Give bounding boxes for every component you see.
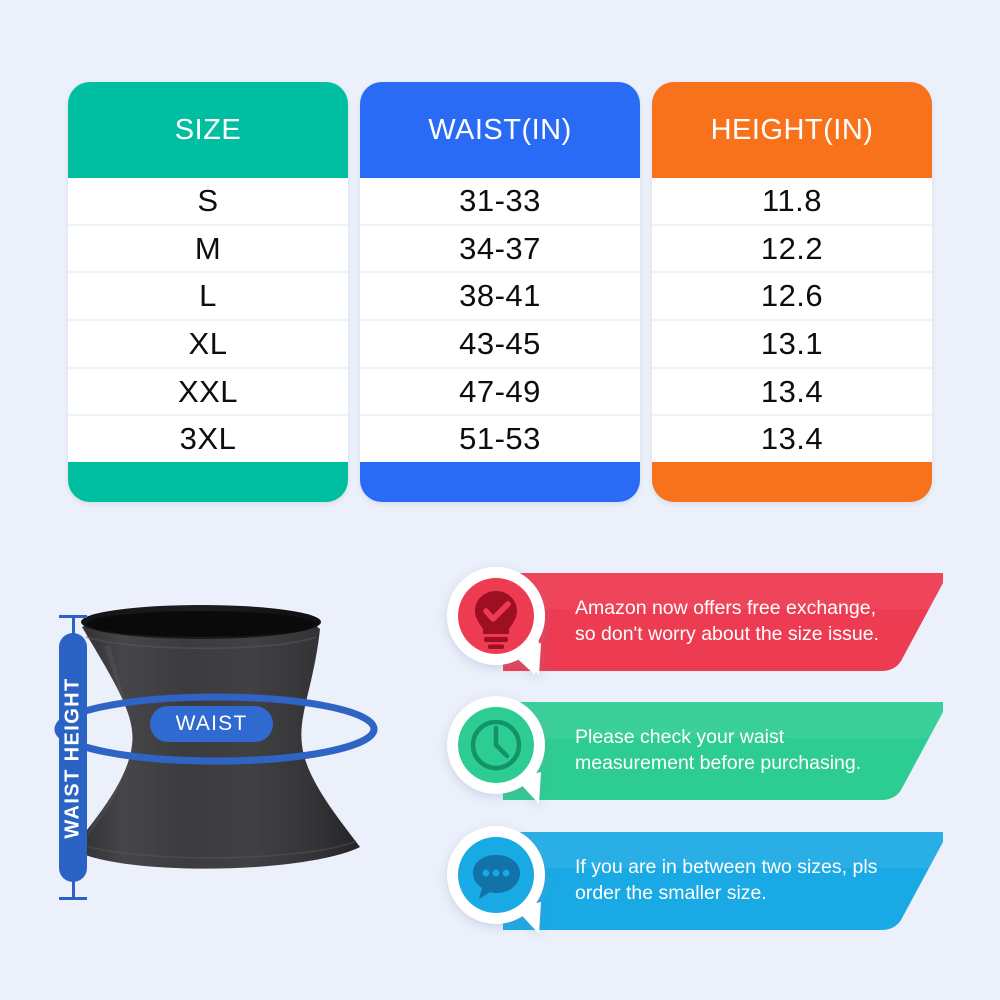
table-cell: 12.6 [652, 273, 932, 322]
banner-strip [503, 573, 943, 671]
measure-bar [59, 633, 87, 882]
column-footer-size [68, 462, 348, 502]
table-cell: 34-37 [360, 225, 640, 274]
measure-cap-bottom-icon [59, 897, 87, 900]
table-cell: 43-45 [360, 321, 640, 369]
banner-badge [443, 822, 551, 940]
waist-label-text: WAIST [175, 712, 248, 735]
banner-badge [443, 692, 551, 810]
waist-height-measure: WAIST HEIGHT [50, 615, 96, 900]
table-cell: M [68, 225, 348, 274]
column-footer-waist [360, 462, 640, 502]
column-header-waist: WAIST(IN) [360, 82, 640, 178]
column-body-waist: 31-33 34-37 38-41 43-45 47-49 51-53 [360, 178, 640, 463]
clock-icon [470, 719, 522, 771]
banner-text: If you are in between two sizes, pls ord… [575, 856, 878, 904]
table-cell: 31-33 [360, 178, 640, 226]
table-cell: 13.4 [652, 368, 932, 417]
table-cell: 51-53 [360, 416, 640, 463]
banner-text: Please check your waist measurement befo… [575, 726, 862, 774]
table-cell: 3XL [68, 416, 348, 463]
measure-stem-bottom-icon [71, 881, 75, 900]
banner-text: Amazon now offers free exchange, so don'… [575, 597, 879, 645]
measure-stem-top-icon [71, 615, 75, 634]
banner-badge [443, 563, 551, 681]
column-header-size: SIZE [68, 82, 348, 178]
callout-banner: Amazon now offers free exchange, so don'… [443, 563, 943, 681]
column-body-size: S M L XL XXL 3XL [68, 178, 348, 463]
waist-height-label-text: WAIST HEIGHT [61, 676, 84, 839]
banner-strip [503, 832, 943, 930]
table-column-height: HEIGHT(IN) 11.8 12.2 12.6 13.1 13.4 13.4 [652, 82, 932, 502]
callout-banner: If you are in between two sizes, pls ord… [443, 822, 943, 940]
table-cell: XL [68, 321, 348, 369]
callout-banner: Please check your waist measurement befo… [443, 692, 943, 810]
table-cell: 11.8 [652, 178, 932, 226]
table-cell: L [68, 273, 348, 322]
table-column-waist: WAIST(IN) 31-33 34-37 38-41 43-45 47-49 … [360, 82, 640, 502]
column-header-height: HEIGHT(IN) [652, 82, 932, 178]
table-cell: 47-49 [360, 368, 640, 417]
column-footer-height [652, 462, 932, 502]
table-cell: 38-41 [360, 273, 640, 322]
table-cell: XXL [68, 368, 348, 417]
table-cell: S [68, 178, 348, 226]
waist-label-pill: WAIST [150, 706, 273, 742]
chat-bubble-icon [473, 855, 520, 899]
table-cell: 13.1 [652, 321, 932, 369]
column-body-height: 11.8 12.2 12.6 13.1 13.4 13.4 [652, 178, 932, 463]
table-column-size: SIZE S M L XL XXL 3XL [68, 82, 348, 502]
banner-strip [503, 702, 943, 800]
product-illustration: WAIST WAIST HEIGHT [20, 575, 430, 970]
table-cell: 12.2 [652, 225, 932, 274]
size-chart-table: SIZE S M L XL XXL 3XL WAIST(IN) 31-33 34… [68, 82, 932, 502]
table-cell: 13.4 [652, 416, 932, 463]
